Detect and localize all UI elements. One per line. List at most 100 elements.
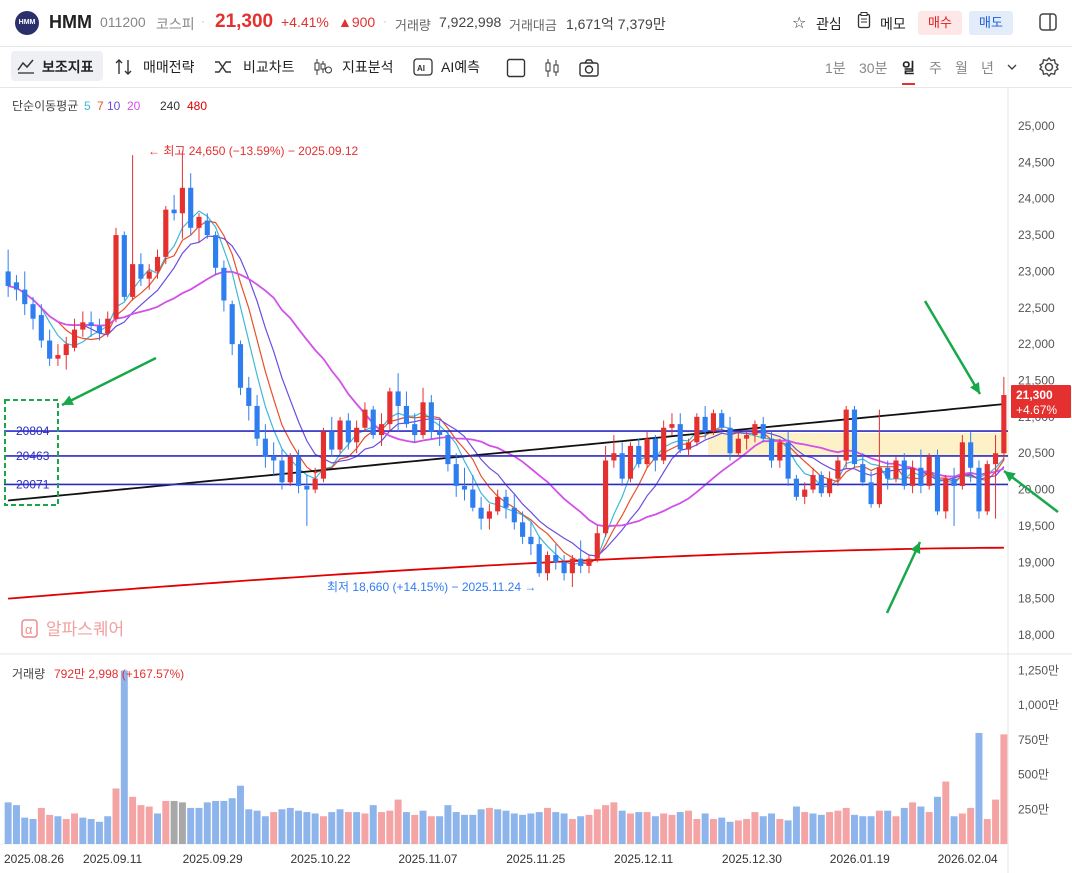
candle-body	[843, 409, 849, 461]
sell-button[interactable]: 매도	[969, 11, 1013, 35]
ai-predict-button[interactable]: AI예측	[441, 59, 480, 75]
candle-body	[835, 460, 841, 479]
volume-bar	[328, 812, 336, 844]
candle-body	[569, 558, 575, 574]
candle-body	[785, 442, 791, 479]
volume-bar	[494, 809, 502, 844]
candle-body	[320, 431, 327, 479]
low-annotation: 최저 18,660 (+14.15%) − 2025.11.24 →	[327, 580, 536, 594]
candle-body	[13, 282, 20, 290]
price-axis-tick: 22,000	[1018, 337, 1055, 351]
price-axis-tick: 24,000	[1018, 192, 1055, 206]
watermark-text: 알파스퀘어	[46, 620, 124, 639]
volume-bar	[220, 800, 228, 844]
memo-icon[interactable]	[857, 12, 871, 32]
indicator-button[interactable]: 보조지표	[11, 51, 103, 81]
candle-body	[926, 456, 932, 486]
ma-legend-period: 480	[187, 99, 207, 113]
price-axis-tick: 18,500	[1018, 592, 1055, 606]
volume-bar	[718, 817, 726, 844]
volume-bar	[668, 814, 676, 844]
candle-body	[354, 427, 360, 443]
candle-body	[611, 453, 617, 461]
candle-body	[304, 485, 310, 490]
candle-body	[445, 435, 451, 465]
candle-body	[544, 555, 551, 574]
volume-bar	[709, 819, 717, 844]
watch-button[interactable]: 관심	[816, 16, 842, 32]
volume-axis-tick: 500만	[1018, 768, 1049, 782]
price-chart[interactable]: 25,000 24,500 24,000 23,500 23,000 22,500 22,0…	[0, 88, 1072, 873]
candle-body	[818, 475, 824, 494]
volume-bar	[759, 816, 767, 844]
hmm-logo-icon: HMM	[15, 11, 39, 35]
volume-bar	[278, 809, 286, 844]
candle-body	[113, 235, 119, 319]
date-axis-tick: 2026.02.04	[938, 852, 998, 866]
ma-legend-period: 10	[107, 99, 121, 113]
memo-button[interactable]: 메모	[880, 16, 906, 32]
volume-bar	[544, 807, 551, 844]
volume-bar	[602, 805, 610, 844]
candle-body	[719, 413, 725, 428]
period-1min[interactable]: 1분	[825, 60, 846, 76]
candle-body	[395, 391, 401, 406]
candle-body	[959, 442, 965, 486]
volume-bar	[1000, 734, 1008, 844]
candle-icon[interactable]	[543, 58, 561, 78]
date-axis-tick: 2026.01.19	[830, 852, 890, 866]
period-month[interactable]: 월	[955, 60, 968, 76]
period-week[interactable]: 주	[929, 60, 942, 76]
compare-icon[interactable]	[214, 58, 232, 76]
candle-body	[30, 304, 36, 319]
candle-body	[121, 235, 127, 297]
candle-body	[677, 424, 683, 450]
current-price: 21,300	[215, 11, 274, 32]
volume-axis-tick: 1,000만	[1018, 698, 1059, 712]
volume-bar	[253, 810, 261, 844]
strategy-button[interactable]: 매매전략	[143, 59, 195, 75]
buy-button[interactable]: 매수	[918, 11, 962, 35]
volume-bar	[245, 809, 253, 844]
candle-body	[22, 289, 28, 305]
camera-icon[interactable]	[578, 58, 600, 78]
star-icon[interactable]: ☆	[792, 15, 807, 32]
volume-bar	[29, 819, 37, 844]
ai-icon[interactable]: AI	[412, 57, 434, 77]
volume-bar	[452, 812, 460, 844]
volume-title: 거래량	[12, 667, 45, 681]
chevron-down-icon[interactable]	[1006, 62, 1018, 72]
candle-body	[661, 427, 667, 461]
volume-bar	[12, 805, 20, 844]
period-30min[interactable]: 30분	[859, 60, 888, 76]
checkbox-icon[interactable]	[506, 58, 526, 78]
period-day[interactable]: 일	[902, 58, 915, 85]
volume-bar	[427, 816, 435, 844]
candle-body	[503, 496, 509, 508]
analysis-button[interactable]: 지표분석	[342, 59, 394, 75]
green-arrow	[1003, 470, 1059, 513]
candle-body	[213, 235, 219, 268]
watermark-icon-glyph: α	[25, 622, 33, 637]
analysis-icon[interactable]	[313, 58, 333, 76]
volume-bar	[950, 816, 958, 844]
candle-body	[470, 489, 476, 508]
volume-bar	[676, 812, 684, 844]
candle-body	[777, 442, 783, 461]
candle-body	[735, 438, 741, 454]
candle-body	[694, 416, 700, 443]
candle-body	[312, 478, 318, 490]
candle-body	[478, 507, 484, 519]
volume-bar	[37, 807, 45, 844]
gear-icon[interactable]	[1038, 56, 1060, 78]
panel-toggle-icon[interactable]	[1039, 13, 1057, 34]
candle-body	[644, 438, 650, 465]
volume-bar	[892, 816, 900, 844]
volume-bar	[884, 810, 892, 844]
volume-bar	[585, 814, 593, 844]
strategy-icon[interactable]	[115, 58, 133, 76]
volume-bar	[46, 814, 54, 844]
candle-body	[437, 431, 443, 436]
compare-button[interactable]: 비교차트	[243, 59, 295, 75]
period-year[interactable]: 년	[981, 60, 994, 76]
